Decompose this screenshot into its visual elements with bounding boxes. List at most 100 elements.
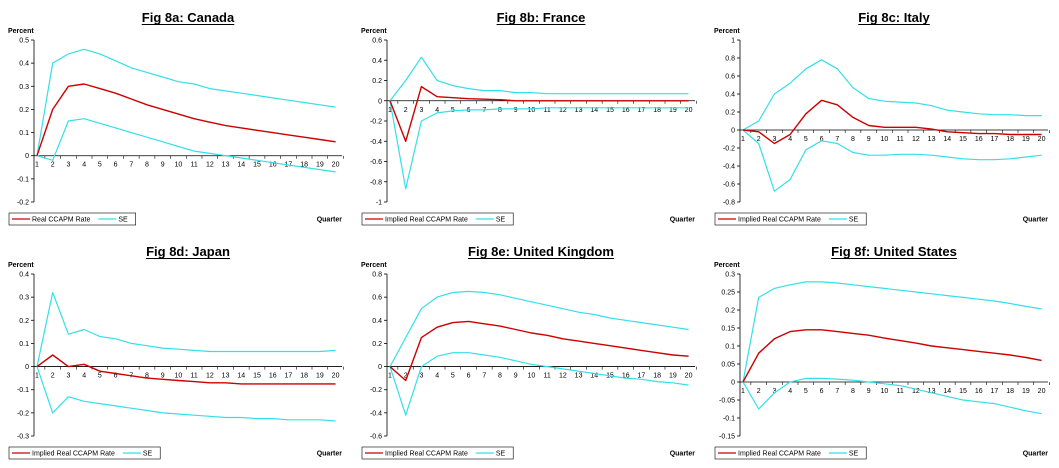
x-tick-label: 5 — [804, 388, 808, 395]
x-tick-label: 11 — [544, 107, 551, 114]
x-tick-label: 12 — [912, 136, 920, 143]
y-tick-label: 0 — [378, 98, 382, 105]
y-tick-label: 0.2 — [19, 107, 29, 114]
y-tick-label: 0.4 — [372, 318, 382, 325]
x-tick-label: 6 — [114, 373, 118, 380]
chart-united-states: Fig 8f: United States Percent -0.15 -0.1 -0.… — [714, 244, 1050, 460]
series-line-se — [36, 291, 336, 367]
x-tick-label: 1 — [388, 107, 392, 114]
x-tick-label: 15 — [606, 107, 614, 114]
x-tick-label: 19 — [1022, 388, 1030, 395]
y-tick-label: -0.2 — [723, 146, 735, 153]
x-tick-label: 18 — [300, 162, 308, 169]
series-line-se — [389, 56, 689, 102]
y-tick-label: -1 — [376, 200, 382, 207]
x-tick-label: 9 — [867, 388, 871, 395]
legend-box — [714, 212, 867, 226]
y-tick-label: 0.4 — [19, 272, 29, 279]
legend-box — [8, 446, 161, 460]
chart-france: Fig 8b: France Percent -1 -0.8 -0.6 -0.4 -0.2 0… — [361, 10, 697, 226]
y-tick-label: 0.8 — [372, 272, 382, 279]
chart-title: Fig 8e: United Kingdom — [468, 244, 614, 259]
y-tick-label: -0.15 — [719, 434, 735, 441]
y-axis-label: Percent — [8, 262, 34, 269]
x-tick-label: 16 — [269, 162, 277, 169]
y-tick-label: 0.1 — [19, 341, 29, 348]
x-tick-label: 1 — [741, 388, 745, 395]
legend-label: Implied Real CCAPM Rate — [738, 217, 821, 224]
x-tick-label: 12 — [206, 373, 214, 380]
x-tick-label: 20 — [1038, 136, 1046, 143]
y-tick-label: 0.25 — [721, 290, 735, 297]
y-tick-label: 0.6 — [725, 74, 735, 81]
x-tick-label: 19 — [316, 373, 324, 380]
legend-label: Implied Real CCAPM Rate — [385, 451, 468, 458]
y-tick-label: 0.2 — [725, 110, 735, 117]
x-tick-label: 4 — [435, 107, 439, 114]
x-tick-label: 5 — [451, 373, 455, 380]
x-tick-label: 12 — [559, 107, 567, 114]
x-tick-label: 15 — [959, 136, 967, 143]
x-tick-label: 7 — [835, 388, 839, 395]
series-line-main — [389, 85, 689, 143]
x-tick-label: 2 — [404, 107, 408, 114]
y-tick-label: 0.1 — [725, 344, 735, 351]
chart-panel-japan: Fig 8d: Japan Percent -0.3 -0.2 -0.1 0 0.1 0.2 0… — [0, 234, 353, 468]
legend-label: Implied Real CCAPM Rate — [738, 451, 821, 458]
y-tick-label: 0.4 — [19, 61, 29, 68]
x-axis-label: Quarter — [1023, 217, 1049, 224]
y-tick-label: 0 — [731, 380, 735, 387]
x-tick-label: 17 — [638, 107, 646, 114]
series-line-se — [389, 290, 689, 367]
x-tick-label: 8 — [145, 162, 149, 169]
x-tick-label: 19 — [669, 107, 677, 114]
x-tick-label: 1 — [35, 162, 39, 169]
legend-label: SE — [849, 217, 859, 224]
x-tick-label: 6 — [467, 373, 471, 380]
x-tick-label: 9 — [514, 373, 518, 380]
chart-panel-italy: Fig 8c: Italy Percent -0.8 -0.6 -0.4 -0.2 0 0.2… — [706, 0, 1059, 234]
x-axis-label: Quarter — [670, 217, 696, 224]
y-tick-label: -0.4 — [723, 164, 735, 171]
series-line-se — [389, 352, 689, 416]
series-line-main — [742, 329, 1042, 383]
x-tick-label: 4 — [788, 388, 792, 395]
x-tick-label: 3 — [419, 107, 423, 114]
x-tick-label: 10 — [528, 107, 536, 114]
x-axis-label: Quarter — [670, 451, 696, 458]
y-axis-label: Percent — [714, 28, 740, 35]
y-tick-label: 0.2 — [725, 308, 735, 315]
y-tick-label: -0.05 — [719, 398, 735, 405]
y-axis-label: Percent — [361, 28, 387, 35]
y-tick-label: 0.4 — [372, 58, 382, 65]
y-tick-label: 0 — [25, 364, 29, 371]
x-tick-label: 2 — [404, 373, 408, 380]
x-tick-label: 9 — [514, 107, 518, 114]
x-tick-label: 20 — [685, 373, 693, 380]
x-tick-label: 1 — [35, 373, 39, 380]
y-tick-label: -0.2 — [370, 387, 382, 394]
x-tick-label: 13 — [575, 107, 583, 114]
chart-panel-united-states: Fig 8f: United States Percent -0.15 -0.1 -0.… — [706, 234, 1059, 468]
y-tick-label: 0.2 — [372, 78, 382, 85]
y-axis-label: Percent — [714, 262, 740, 269]
x-tick-label: 11 — [544, 373, 551, 380]
x-tick-label: 20 — [332, 162, 340, 169]
y-tick-label: 0.2 — [372, 341, 382, 348]
x-tick-label: 1 — [741, 136, 745, 143]
x-tick-label: 3 — [419, 373, 423, 380]
chart-title: Fig 8c: Italy — [858, 10, 930, 25]
legend-label: SE — [118, 217, 128, 224]
x-tick-label: 10 — [175, 162, 183, 169]
chart-italy: Fig 8c: Italy Percent -0.8 -0.6 -0.4 -0.2 0 0.2… — [714, 10, 1050, 226]
y-tick-label: -0.2 — [370, 119, 382, 126]
y-tick-label: 0.8 — [725, 56, 735, 63]
x-tick-label: 2 — [757, 136, 761, 143]
y-tick-label: 0.3 — [19, 295, 29, 302]
x-tick-label: 8 — [498, 373, 502, 380]
x-tick-label: 16 — [269, 373, 277, 380]
y-tick-label: 0.2 — [19, 318, 29, 325]
x-tick-label: 17 — [991, 136, 999, 143]
x-tick-label: 11 — [897, 136, 904, 143]
x-tick-label: 18 — [300, 373, 308, 380]
